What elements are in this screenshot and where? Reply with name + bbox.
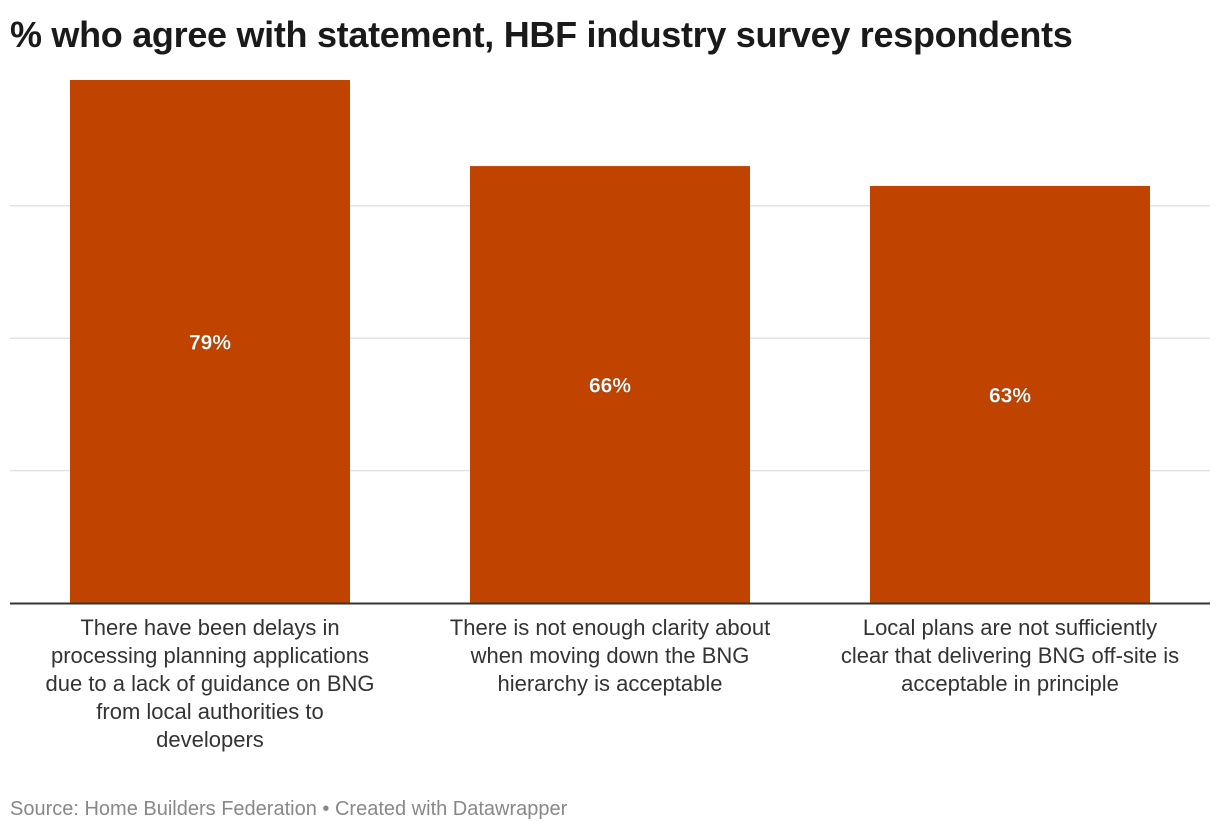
footer-separator: • (322, 798, 330, 820)
chart-title: % who agree with statement, HBF industry… (10, 14, 1073, 55)
value-label-1: 79% (189, 332, 231, 355)
category-label-local-plans: Local plans are not sufficiently clear t… (840, 615, 1180, 696)
value-label-2: 66% (589, 375, 631, 398)
value-label-3: 63% (989, 384, 1031, 407)
footer: Source: Home Builders Federation • Creat… (10, 798, 567, 821)
bar-3 (870, 185, 1150, 603)
category-label-clarity: There is not enough clarity about when m… (449, 615, 771, 696)
bar-2 (470, 166, 750, 603)
category-label-delays: There have been delays in processing pla… (45, 615, 375, 752)
credit-text: Created with Datawrapper (334, 798, 568, 820)
bar-1 (70, 80, 350, 603)
source-text: Source: Home Builders Federation (10, 798, 317, 820)
